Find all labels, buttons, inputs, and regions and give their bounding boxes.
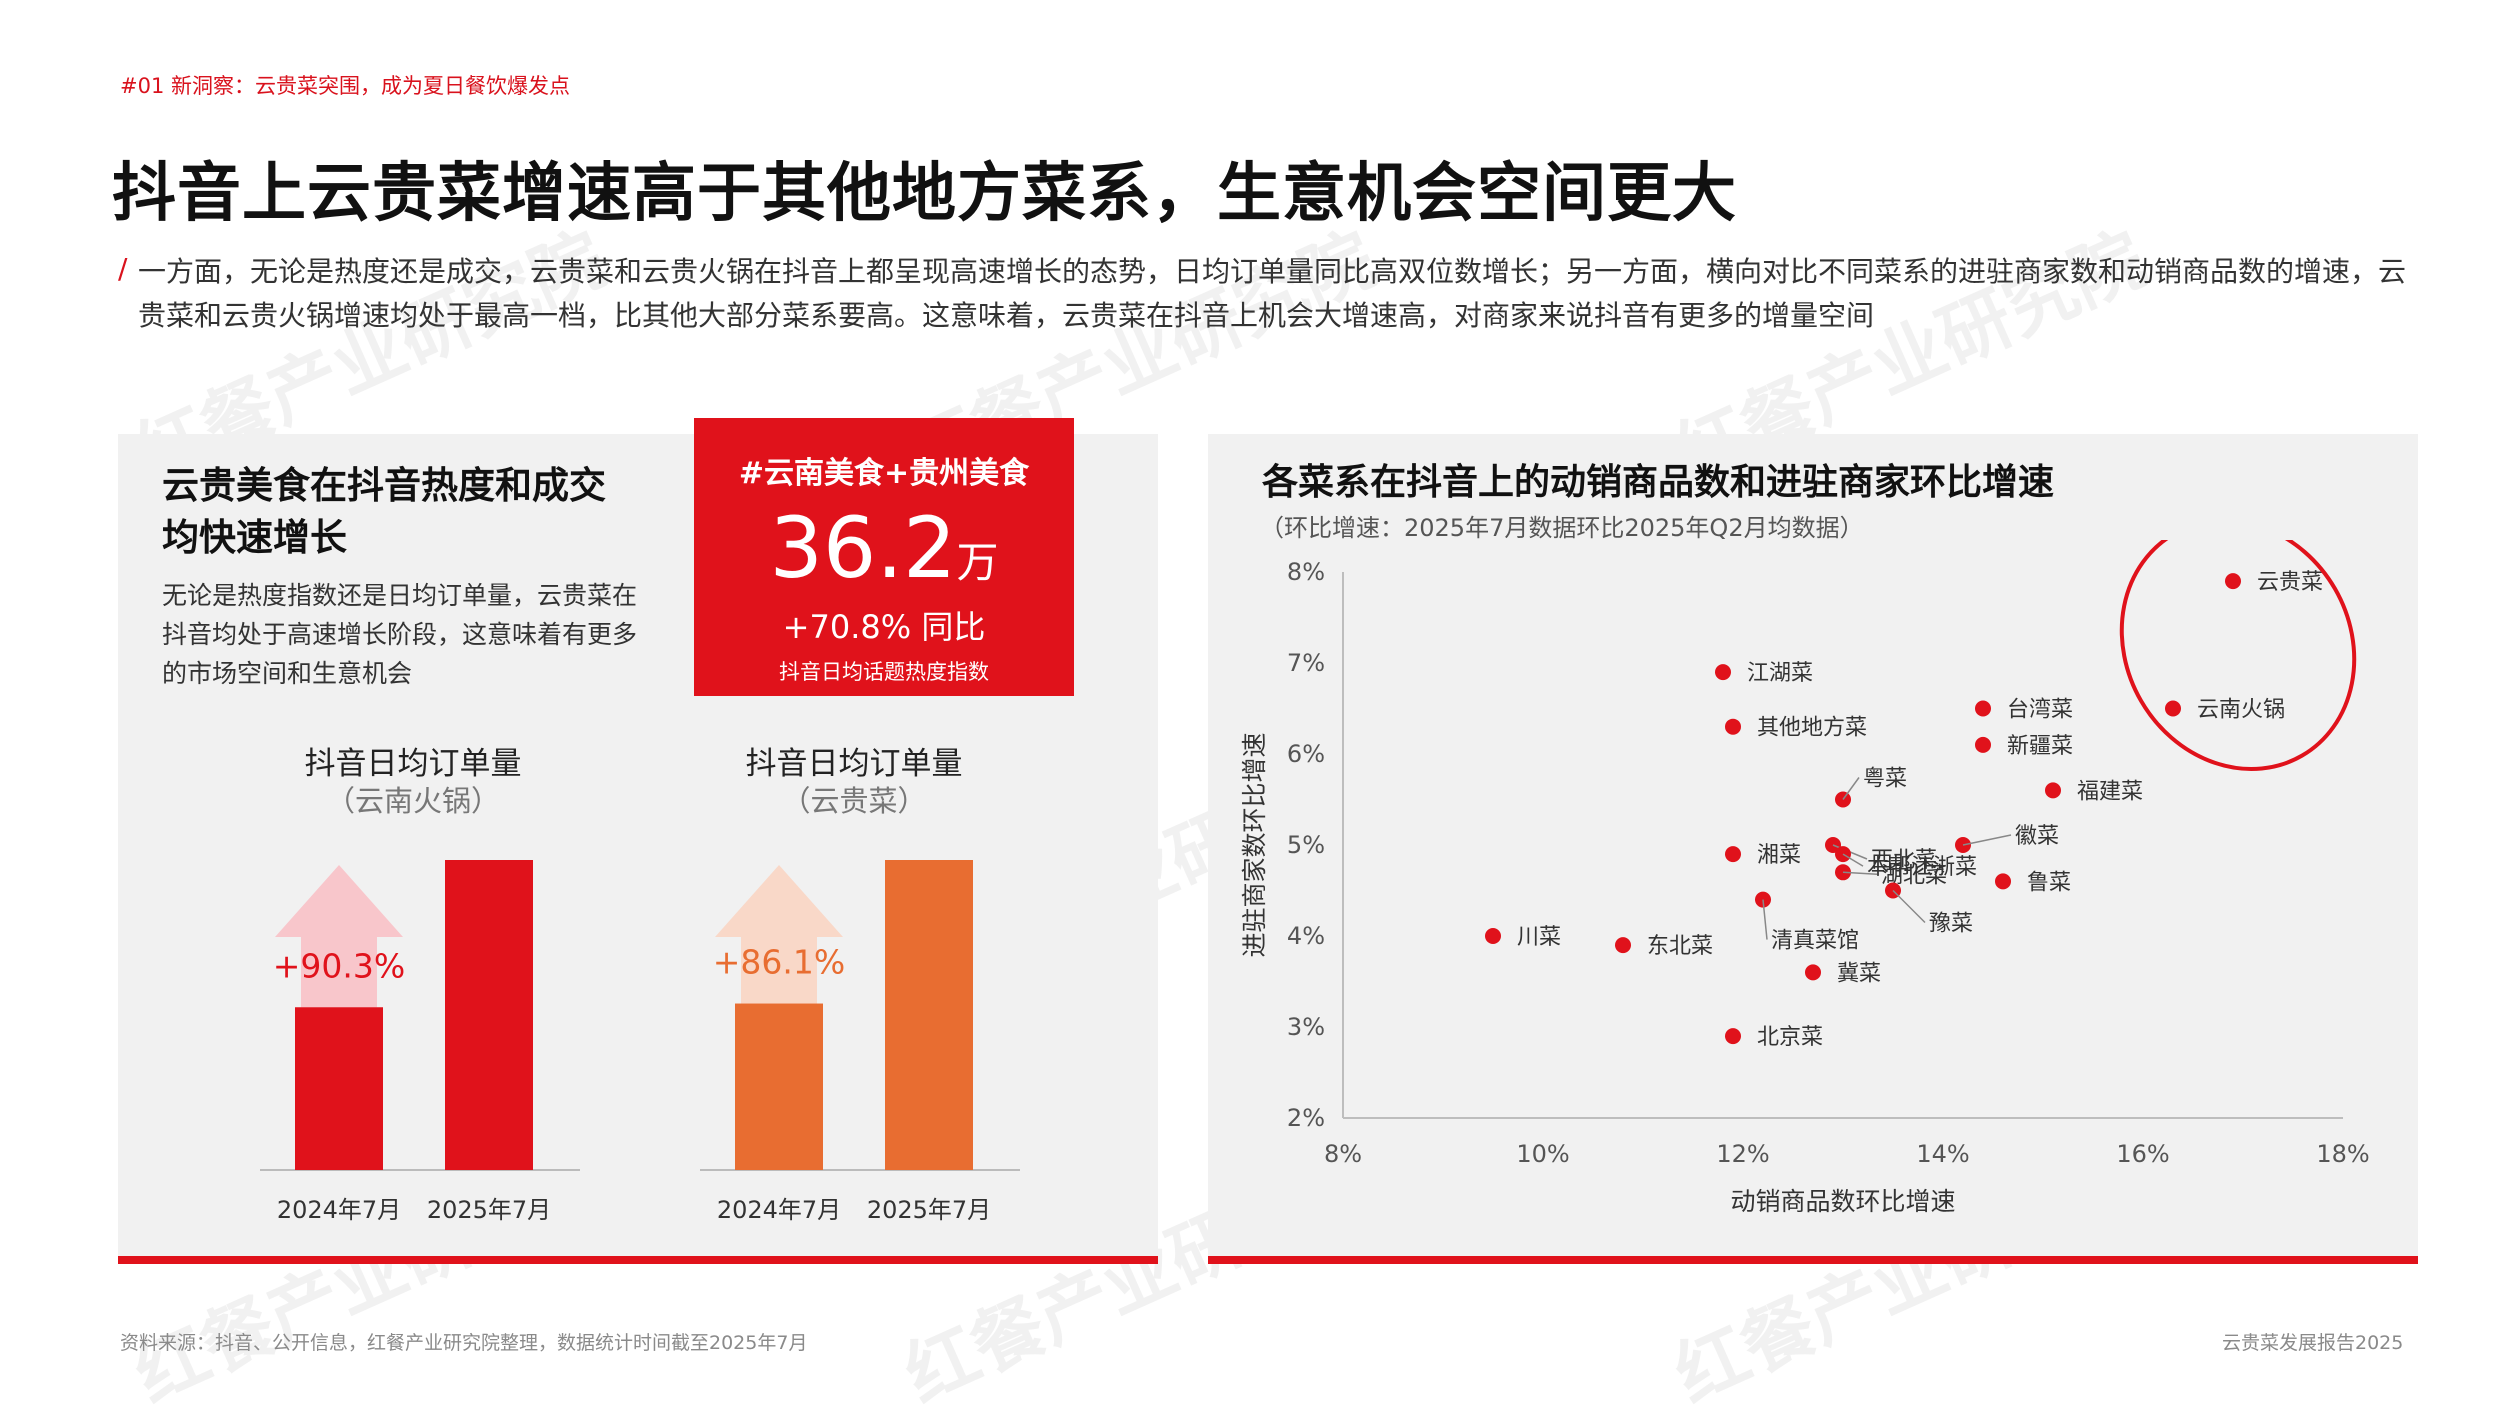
x-axis-label: 动销商品数环比增速 (1730, 1187, 1955, 1216)
bar-category-label: 2024年7月 (277, 1196, 401, 1224)
heat-index-number: 36.2 (769, 499, 957, 597)
x-tick-label: 10% (1516, 1140, 1569, 1168)
scatter-point (1975, 700, 1991, 717)
scatter-point (1835, 846, 1851, 863)
scatter-point (1975, 736, 1991, 753)
bar (445, 860, 533, 1170)
heat-index-card: #云南美食+贵州美食 36.2万 +70.8% 同比 抖音日均话题热度指数 (694, 418, 1074, 696)
bar (885, 860, 973, 1170)
scatter-point (1995, 873, 2011, 890)
section-tag: #01 新洞察：云贵菜突围，成为夏日餐饮爆发点 (120, 74, 570, 98)
x-tick-label: 8% (1324, 1140, 1362, 1168)
bar-category-label: 2025年7月 (427, 1196, 551, 1224)
scatter-point-label: 西北菜 (1871, 848, 1937, 873)
label-leader-line (1842, 853, 1864, 867)
x-tick-label: 18% (2316, 1140, 2369, 1168)
scatter-point (1725, 718, 1741, 735)
label-leader-line (1842, 777, 1860, 800)
scatter-point (1615, 937, 1631, 954)
label-leader-line (1892, 889, 1926, 924)
bar-category-label: 2024年7月 (717, 1196, 841, 1224)
scatter-point (1725, 1028, 1741, 1045)
bar-chart-2-subtitle: （云贵菜） (781, 784, 927, 818)
intro-mark: / (118, 252, 128, 285)
x-tick-label: 16% (2116, 1140, 2169, 1168)
scatter-point-label: 北京菜 (1757, 1025, 1823, 1050)
y-tick-label: 5% (1287, 831, 1325, 859)
bar-chart-1: 2024年7月 2025年7月 +90.3% (260, 860, 580, 1224)
heat-index-unit: 万 (956, 538, 999, 587)
scatter-point-label: 湘菜 (1757, 843, 1801, 868)
scatter-point-label: 川菜 (1517, 925, 1561, 950)
scatter-point (1805, 964, 1821, 981)
scatter-point-label: 本帮江浙菜 (1867, 855, 1977, 880)
y-tick-label: 6% (1287, 740, 1325, 768)
scatter-chart: 8% 10% 12% 14% 16% 18% 2% 3% 4% 5% 6% 7% 8% 动销商品数环比增速… (1240, 540, 2370, 1216)
label-leader-line (1762, 899, 1768, 940)
y-tick-label: 8% (1287, 558, 1325, 586)
footer-source: 资料来源：抖音、公开信息，红餐产业研究院整理，数据统计时间截至2025年7月 (120, 1332, 808, 1354)
growth-label: +90.3% (273, 946, 405, 985)
growth-arrow (275, 865, 403, 1008)
x-tick-label: 12% (1716, 1140, 1769, 1168)
bar (735, 1003, 823, 1170)
footer-report-name: 云贵菜发展报告2025 (2222, 1332, 2404, 1354)
y-axis-label: 进驻商家数环比增速 (1240, 732, 1269, 957)
scatter-title: 各菜系在抖音上的动销商品数和进驻商家环比增速 (1262, 462, 2055, 503)
scatter-point-label: 东北菜 (1647, 934, 1713, 959)
y-tick-label: 7% (1287, 649, 1325, 677)
x-tick-label: 14% (1916, 1140, 1969, 1168)
scatter-point-label: 鲁菜 (2027, 870, 2071, 895)
bar-chart-1-title: 抖音日均订单量 (304, 746, 522, 782)
scatter-point-label: 云贵菜 (2257, 570, 2323, 595)
right-panel-bottom-bar (1208, 1256, 2418, 1264)
bar-chart-1-subtitle: （云南火锅） (325, 784, 500, 818)
growth-arrow (715, 865, 843, 1004)
left-panel-description: 无论是热度指数还是日均订单量，云贵菜在抖音均处于高速增长阶段，这意味着有更多的市… (162, 581, 638, 688)
scatter-point-label: 云南火锅 (2197, 698, 2285, 723)
scatter-point-label: 徽菜 (2015, 824, 2059, 849)
scatter-point-label: 台湾菜 (2007, 698, 2073, 723)
y-tick-label: 4% (1287, 922, 1325, 950)
label-leader-line (1962, 834, 2012, 846)
heat-index-value: 36.2万 (694, 498, 1074, 613)
scatter-point-label: 其他地方菜 (1757, 716, 1867, 741)
scatter-point (2225, 573, 2241, 590)
scatter-point-label: 福建菜 (2077, 779, 2143, 804)
heat-index-growth: +70.8% 同比 (782, 608, 986, 646)
scatter-point-label: 冀菜 (1837, 961, 1881, 986)
scatter-point-label: 清真菜馆 (1771, 929, 1859, 954)
scatter-point-label: 江湖菜 (1747, 661, 1813, 686)
scatter-point-label: 新疆菜 (2007, 734, 2073, 759)
scatter-point-label: 粤菜 (1863, 767, 1907, 792)
scatter-subtitle: （环比增速：2025年7月数据环比2025年Q2月均数据） (1260, 514, 1864, 542)
bar-category-label: 2025年7月 (867, 1196, 991, 1224)
heat-index-caption: 抖音日均话题热度指数 (779, 660, 989, 684)
scatter-point (1725, 846, 1741, 863)
heat-index-tag: #云南美食+贵州美食 (738, 456, 1030, 491)
y-tick-label: 2% (1287, 1104, 1325, 1132)
scatter-point (2165, 700, 2181, 717)
left-panel-title: 云贵美食在抖音热度和成交均快速增长 (162, 464, 606, 559)
page-title: 抖音上云贵菜增速高于其他地方菜系，生意机会空间更大 (112, 157, 1737, 231)
growth-label: +86.1% (713, 943, 845, 982)
scatter-point (1485, 928, 1501, 944)
scatter-point (1755, 891, 1771, 908)
scatter-point-label: 豫菜 (1929, 912, 1973, 937)
bar-chart-2-title: 抖音日均订单量 (745, 746, 963, 782)
highlight-ellipse (2119, 540, 2357, 771)
bar-chart-2: 2024年7月 2025年7月 +86.1% (700, 860, 1020, 1224)
right-panel (1208, 434, 2418, 1260)
intro-paragraph: 一方面，无论是热度还是成交，云贵菜和云贵火锅在抖音上都呈现高速增长的态势，日均订… (138, 255, 2407, 332)
label-leader-line (1842, 871, 1878, 876)
scatter-point (1715, 664, 1731, 681)
scatter-point (2045, 782, 2061, 799)
left-panel-bottom-bar (118, 1256, 1158, 1264)
bar (295, 1007, 383, 1170)
y-tick-label: 3% (1287, 1013, 1325, 1041)
